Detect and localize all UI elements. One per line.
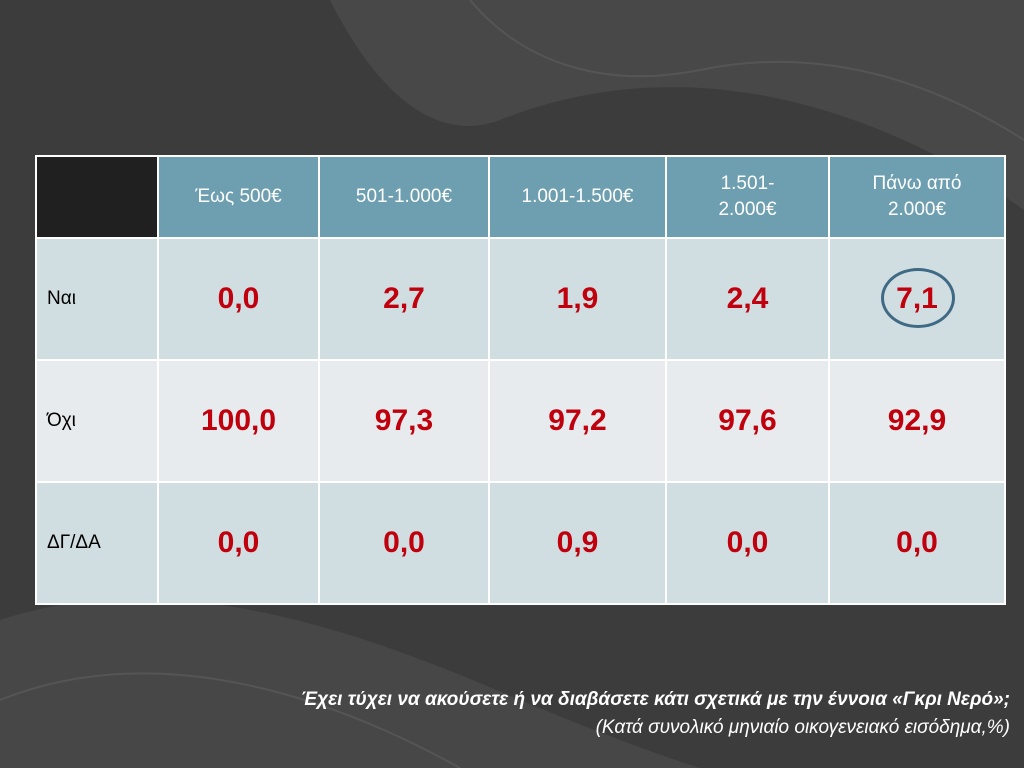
table-cell: 0,0 xyxy=(665,481,830,605)
survey-question: Έχει τύχει να ακούσετε ή να διαβάσετε κά… xyxy=(300,689,1010,710)
table-cell: 0,9 xyxy=(488,481,667,605)
table-cell: 97,3 xyxy=(318,359,490,483)
table-row: Ναι 0,0 2,7 1,9 2,4 7,1 xyxy=(35,237,1006,361)
header-row: Έως 500€ 501-1.000€ 1.001-1.500€ 1.501- … xyxy=(35,155,1006,239)
column-header: Πάνω από 2.000€ xyxy=(828,155,1006,239)
caption: Έχει τύχει να ακούσετε ή να διαβάσετε κά… xyxy=(110,686,1010,742)
table-cell: 97,6 xyxy=(665,359,830,483)
table-cell: 0,0 xyxy=(318,481,490,605)
table-row: Όχι 100,0 97,3 97,2 97,6 92,9 xyxy=(35,359,1006,483)
table-cell: 0,0 xyxy=(157,481,320,605)
caption-subtitle: (Κατά συνολικό μηνιαίο οικογενειακό εισό… xyxy=(595,717,1010,738)
column-header: Έως 500€ xyxy=(157,155,320,239)
table-cell: 100,0 xyxy=(157,359,320,483)
row-label: ΔΓ/ΔΑ xyxy=(35,481,159,605)
column-header: 1.501- 2.000€ xyxy=(665,155,830,239)
income-table: Έως 500€ 501-1.000€ 1.001-1.500€ 1.501- … xyxy=(35,155,1006,605)
column-header: 501-1.000€ xyxy=(318,155,490,239)
column-header-label: 501-1.000€ xyxy=(355,186,453,207)
row-label: Ναι xyxy=(35,237,159,361)
column-header-label: Πάνω από 2.000€ xyxy=(872,173,962,220)
table-cell: 1,9 xyxy=(488,237,667,361)
highlight-circle xyxy=(881,268,955,328)
row-label: Όχι xyxy=(35,359,159,483)
column-header-label: 1.001-1.500€ xyxy=(521,186,634,207)
column-header: 1.001-1.500€ xyxy=(488,155,667,239)
column-header-label: Έως 500€ xyxy=(195,186,282,207)
table-cell: 0,0 xyxy=(828,481,1006,605)
column-header-label: 1.501- 2.000€ xyxy=(718,173,777,220)
table-cell: 92,9 xyxy=(828,359,1006,483)
table-cell: 97,2 xyxy=(488,359,667,483)
table-row: ΔΓ/ΔΑ 0,0 0,0 0,9 0,0 0,0 xyxy=(35,481,1006,605)
table-cell: 0,0 xyxy=(157,237,320,361)
table-cell: 2,4 xyxy=(665,237,830,361)
corner-cell xyxy=(35,155,159,239)
table-cell: 2,7 xyxy=(318,237,490,361)
